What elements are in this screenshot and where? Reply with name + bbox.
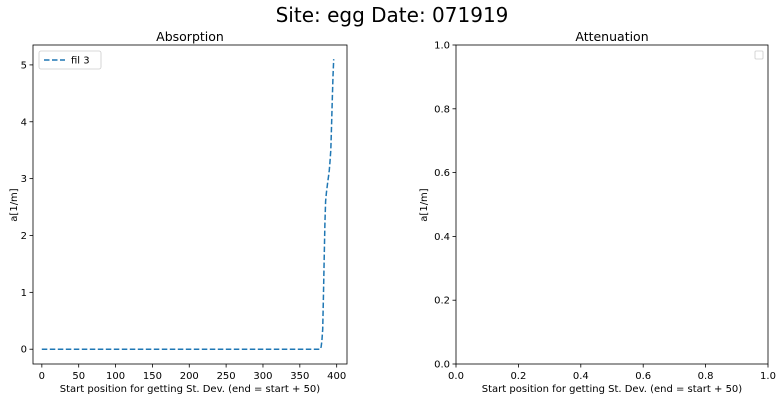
x-tick-label: 0.8 bbox=[698, 371, 714, 382]
x-tick-label: 250 bbox=[217, 371, 236, 382]
figure-title: Site: egg Date: 071919 bbox=[275, 3, 509, 27]
x-tick-label: 100 bbox=[106, 371, 125, 382]
absorption-y-axis-label: a[1/m] bbox=[9, 188, 20, 222]
y-tick-label: 0.4 bbox=[434, 232, 450, 243]
legend-box bbox=[38, 50, 102, 70]
absorption-series bbox=[41, 59, 335, 350]
x-tick-label: 0.4 bbox=[573, 371, 589, 382]
y-tick-label: 0.0 bbox=[434, 360, 450, 371]
attenuation-x-axis-label: Start position for getting St. Dev. (end… bbox=[482, 384, 743, 395]
absorption-x-axis-label: Start position for getting St. Dev. (end… bbox=[60, 384, 321, 395]
y-tick-label: 3 bbox=[21, 174, 27, 185]
x-tick-label: 0.2 bbox=[510, 371, 526, 382]
y-tick-label: 1.0 bbox=[434, 41, 450, 52]
y-tick-label: 0.8 bbox=[434, 104, 450, 115]
x-tick-label: 0.6 bbox=[635, 371, 651, 382]
absorption-axes: Absorption 0 50 100 150 200 250 300 350 400 0 1 2 3 4… bbox=[9, 29, 348, 395]
attenuation-axes: Attenuation 0.0 0.2 0.4 0.6 0.8 1.00.00.20.40… bbox=[419, 29, 776, 395]
y-tick-label: 1 bbox=[21, 288, 27, 299]
x-tick-label: 1.0 bbox=[760, 371, 776, 382]
attenuation-title: Attenuation bbox=[575, 29, 648, 44]
y-tick-label: 2 bbox=[21, 231, 27, 242]
x-tick-label: 300 bbox=[253, 371, 272, 382]
attenuation-legend bbox=[754, 50, 764, 60]
x-tick-label: 0.0 bbox=[448, 371, 464, 382]
attenuation-y-axis-label: a[1/m] bbox=[419, 188, 430, 222]
y-tick-label: 5 bbox=[21, 60, 27, 71]
absorption-ticks: 0 50 100 150 200 250 300 350 400 0 1 2 3 4 5 bbox=[21, 60, 347, 382]
x-tick-label: 400 bbox=[327, 371, 346, 382]
attenuation-ticks: 0.0 0.2 0.4 0.6 0.8 1.0 0.0 0.2 0.4 0.6 0.8 1.0 bbox=[434, 41, 776, 383]
series-line bbox=[41, 59, 335, 350]
x-tick-label: 150 bbox=[143, 371, 162, 382]
absorption-title: Absorption bbox=[156, 29, 224, 44]
x-tick-label: 0 bbox=[39, 371, 45, 382]
absorption-frame bbox=[32, 44, 348, 365]
legend-label: fil 3 bbox=[71, 56, 90, 67]
attenuation-frame bbox=[455, 44, 769, 365]
x-tick-label: 200 bbox=[180, 371, 199, 382]
x-tick-label: 350 bbox=[290, 371, 309, 382]
legend-box bbox=[754, 50, 764, 60]
y-tick-label: 4 bbox=[21, 117, 27, 128]
y-tick-label: 0.2 bbox=[434, 296, 450, 307]
absorption-legend: fil 3 bbox=[38, 50, 102, 70]
y-tick-label: 0.6 bbox=[434, 168, 450, 179]
y-tick-label: 0 bbox=[21, 345, 27, 356]
x-tick-label: 50 bbox=[72, 371, 85, 382]
